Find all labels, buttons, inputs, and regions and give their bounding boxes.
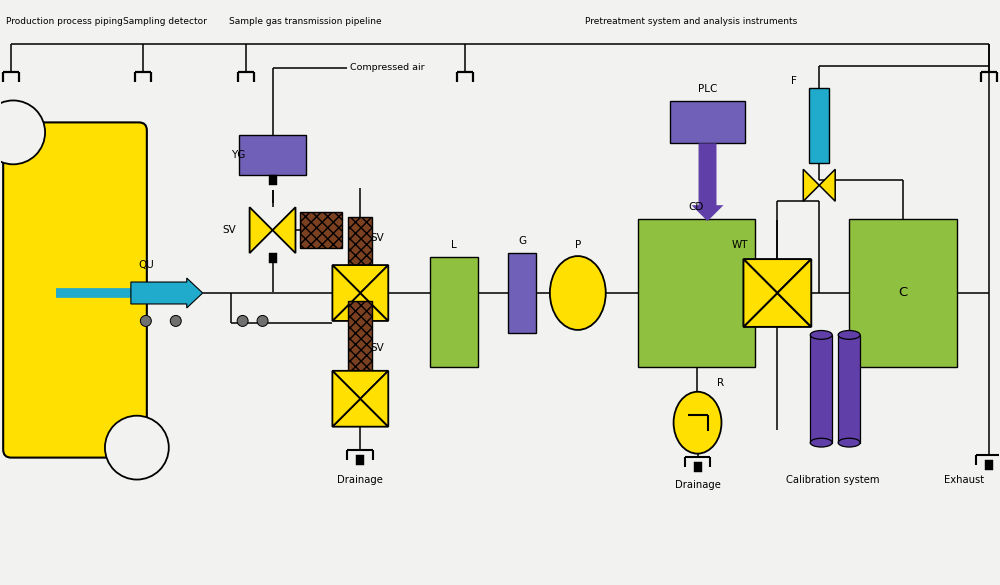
Polygon shape [273,207,295,253]
Bar [356,455,364,464]
FancyArrow shape [131,278,203,308]
Bar [810,335,832,443]
Text: L: L [451,240,457,250]
Polygon shape [250,207,273,253]
Polygon shape [803,169,819,201]
Text: R: R [717,378,725,388]
Bar [849,219,957,367]
Bar [430,257,478,367]
Bar [985,460,993,470]
Text: Exhaust: Exhaust [944,474,984,484]
Text: Drainage: Drainage [675,480,720,490]
Ellipse shape [838,438,860,447]
FancyArrow shape [692,143,723,221]
Text: YG: YG [231,150,245,160]
Bar [348,301,372,371]
Polygon shape [360,265,388,321]
Polygon shape [332,265,360,321]
Polygon shape [332,265,388,293]
Bar [348,217,372,285]
Bar [239,135,306,176]
Ellipse shape [674,392,721,453]
Text: Pretreatment system and analysis instruments: Pretreatment system and analysis instrum… [585,16,797,26]
Bar [694,462,702,472]
Polygon shape [360,371,388,426]
Ellipse shape [810,438,832,447]
Polygon shape [743,259,777,327]
Circle shape [170,315,181,326]
Text: SV: SV [370,343,384,353]
Ellipse shape [810,331,832,339]
Text: F: F [791,75,797,85]
Text: G: G [518,236,526,246]
Polygon shape [743,259,811,293]
Polygon shape [332,399,388,426]
Text: Calibration system: Calibration system [786,474,880,484]
Text: QU: QU [139,260,155,270]
Bar [638,219,755,367]
Bar [300,212,342,248]
Bar [269,253,277,263]
Bar [508,253,536,333]
Circle shape [0,101,45,164]
Text: Sampling detector: Sampling detector [123,16,207,26]
Ellipse shape [838,331,860,339]
Text: WT: WT [731,240,748,250]
Text: C: C [898,287,908,300]
Polygon shape [332,293,388,321]
Bar [670,101,745,143]
Text: Sample gas transmission pipeline: Sample gas transmission pipeline [229,16,381,26]
Bar [269,176,277,185]
Polygon shape [332,371,360,426]
Polygon shape [743,293,811,327]
Circle shape [140,315,151,326]
Polygon shape [777,259,811,327]
Circle shape [257,315,268,326]
Text: Drainage: Drainage [337,474,383,484]
Text: Compressed air: Compressed air [350,63,425,72]
Polygon shape [819,169,835,201]
Text: CD: CD [689,202,704,212]
Circle shape [237,315,248,326]
Bar [838,335,860,443]
Text: SV: SV [370,233,384,243]
Polygon shape [332,371,388,399]
Text: P: P [575,240,581,250]
Text: Production process piping: Production process piping [6,16,123,26]
Circle shape [105,416,169,480]
Bar [809,88,829,163]
Ellipse shape [550,256,606,330]
Text: SV: SV [223,225,236,235]
FancyBboxPatch shape [3,122,147,457]
Text: PLC: PLC [698,84,717,95]
